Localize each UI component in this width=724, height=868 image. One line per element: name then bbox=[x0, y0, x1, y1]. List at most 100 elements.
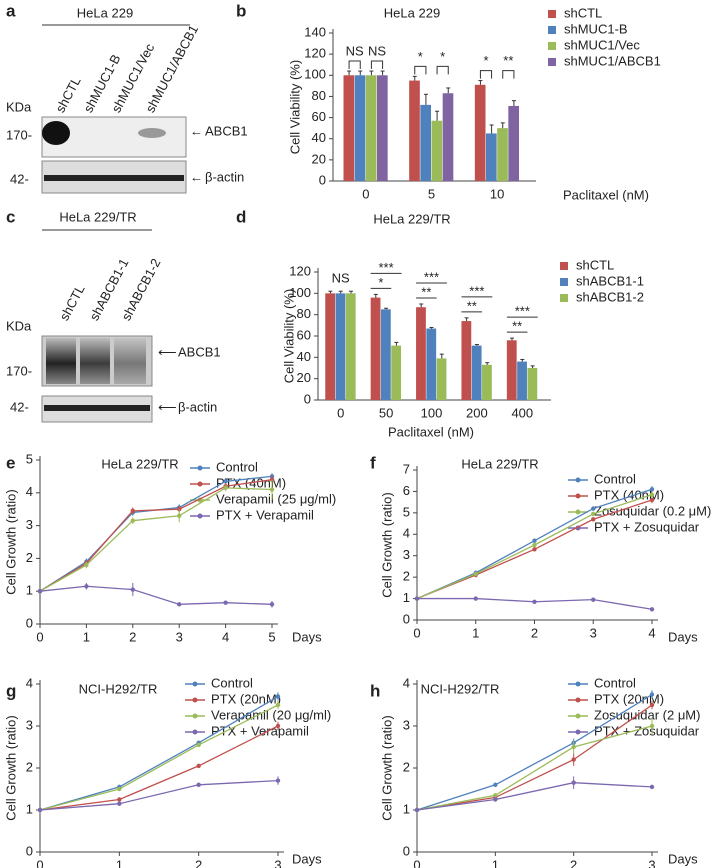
chart-title: NCI-H292/TR bbox=[79, 681, 158, 696]
y-tick-label: 120 bbox=[289, 263, 311, 278]
significance-label: * bbox=[440, 49, 445, 64]
x-tick-label: 200 bbox=[466, 405, 488, 420]
point bbox=[84, 562, 89, 568]
series-line bbox=[39, 725, 279, 811]
bar bbox=[345, 293, 356, 400]
bar bbox=[431, 120, 443, 181]
series-line bbox=[39, 479, 273, 592]
x-tick-label: 3 bbox=[274, 857, 281, 868]
point bbox=[130, 518, 135, 523]
x-tick-label: 3 bbox=[590, 625, 597, 640]
legend-marker bbox=[575, 477, 581, 483]
y-tick-label: 2 bbox=[26, 759, 33, 774]
point bbox=[649, 784, 655, 790]
marker: 170- bbox=[6, 127, 32, 142]
significance-label: * bbox=[418, 49, 423, 64]
significance-bracket bbox=[414, 65, 427, 75]
significance-label: *** bbox=[379, 260, 394, 275]
legend-label: Control bbox=[594, 675, 636, 690]
significance-label: ** bbox=[512, 319, 522, 334]
legend-label: PTX (20nM) bbox=[211, 691, 281, 706]
significance-label: ** bbox=[467, 298, 477, 313]
point bbox=[591, 511, 596, 517]
band bbox=[44, 175, 184, 181]
legend-marker bbox=[192, 713, 198, 719]
legend-label: Zosuquidar (2 μM) bbox=[594, 707, 700, 722]
y-tick-label: 100 bbox=[289, 285, 311, 300]
bar bbox=[376, 75, 388, 181]
bar bbox=[436, 358, 447, 400]
band bbox=[44, 405, 150, 411]
legend-marker bbox=[575, 509, 581, 515]
significance-label: *** bbox=[424, 269, 439, 284]
point bbox=[130, 587, 135, 592]
blot-title: HeLa 229/TR bbox=[59, 209, 136, 224]
x-tick-label: 50 bbox=[379, 405, 393, 420]
x-tick-label: 400 bbox=[511, 405, 533, 420]
chart-panel: g NCI-H292/TR Days Cell Growth (ratio) 0 1 2 3 4… bbox=[3, 675, 331, 868]
lane-label: shCTL bbox=[56, 282, 87, 323]
point bbox=[532, 599, 537, 604]
point bbox=[532, 538, 537, 543]
point bbox=[223, 485, 228, 491]
y-tick-label: 3 bbox=[403, 547, 410, 562]
series-line bbox=[416, 693, 653, 811]
legend-label: shABCB1-2 bbox=[576, 289, 644, 304]
bar bbox=[354, 75, 366, 181]
x-tick-label: 0 bbox=[362, 186, 369, 201]
y-tick-label: 0 bbox=[403, 611, 410, 626]
bar bbox=[370, 297, 381, 400]
x-tick-label: 2 bbox=[531, 625, 538, 640]
bar bbox=[420, 104, 431, 181]
significance-bracket bbox=[479, 70, 493, 79]
significance-label: ** bbox=[503, 53, 513, 68]
series-line bbox=[416, 725, 653, 811]
legend-marker bbox=[575, 713, 581, 719]
x-axis-label: Days bbox=[292, 629, 322, 644]
y-tick-label: 7 bbox=[403, 461, 410, 476]
panel-letter: a bbox=[6, 1, 16, 20]
y-tick-label: 20 bbox=[297, 370, 311, 385]
band bbox=[80, 338, 110, 384]
significance-label: * bbox=[378, 275, 383, 290]
bar bbox=[426, 328, 437, 400]
legend-label: Control bbox=[216, 459, 258, 474]
chart-title: HeLa 229 bbox=[384, 5, 440, 20]
legend-label: PTX + Verapamil bbox=[216, 507, 314, 522]
y-tick-label: 1 bbox=[26, 801, 33, 816]
point bbox=[649, 492, 655, 497]
blot-c: c HeLa 229/TR shCTL shABCB1-1 shABCB1-2 … bbox=[6, 207, 221, 423]
chart-panel: f HeLa 229/TR Days Cell Growth (ratio) 0 1 2 3 4… bbox=[370, 453, 711, 644]
bar bbox=[380, 309, 391, 400]
point bbox=[649, 723, 655, 729]
legend-label: Control bbox=[594, 471, 636, 486]
y-tick-label: 5 bbox=[403, 504, 410, 519]
point bbox=[571, 744, 576, 750]
point bbox=[196, 763, 201, 769]
legend-swatch bbox=[548, 26, 556, 34]
y-tick-label: 120 bbox=[304, 46, 326, 61]
x-tick-label: 1 bbox=[472, 625, 479, 640]
blot-box bbox=[41, 116, 187, 158]
legend-label: PTX (20nM) bbox=[594, 691, 664, 706]
y-tick-label: 1 bbox=[26, 583, 33, 598]
bar bbox=[527, 368, 538, 400]
marker: 170- bbox=[6, 363, 32, 378]
significance-bracket bbox=[370, 60, 384, 70]
point bbox=[591, 506, 596, 511]
y-tick-label: 80 bbox=[312, 88, 326, 103]
point bbox=[473, 571, 478, 577]
legend-label: Control bbox=[211, 675, 253, 690]
point bbox=[177, 602, 182, 607]
legend-swatch bbox=[548, 42, 556, 50]
bar bbox=[365, 75, 377, 181]
point bbox=[275, 723, 281, 729]
legend-swatch bbox=[548, 58, 556, 66]
lane-label: shMUC1/ABCB1 bbox=[142, 22, 201, 115]
kda-label: KDa bbox=[6, 99, 32, 114]
x-tick-label: 4 bbox=[222, 629, 229, 644]
legend-marker bbox=[197, 465, 203, 471]
y-tick-label: 3 bbox=[26, 717, 33, 732]
legend-marker bbox=[192, 681, 198, 687]
